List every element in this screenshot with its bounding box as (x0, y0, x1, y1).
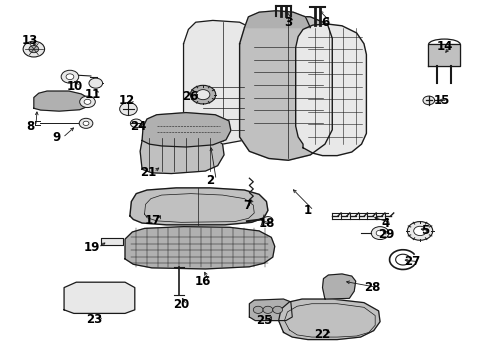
Text: 6: 6 (320, 16, 328, 29)
Polygon shape (140, 132, 224, 174)
Text: 20: 20 (173, 298, 189, 311)
Polygon shape (34, 91, 89, 111)
Text: 19: 19 (84, 241, 101, 254)
Circle shape (196, 90, 209, 100)
Circle shape (407, 222, 432, 240)
Text: 10: 10 (66, 80, 83, 93)
Circle shape (66, 74, 74, 80)
Text: 22: 22 (314, 328, 330, 341)
Circle shape (23, 41, 44, 57)
Text: 3: 3 (284, 16, 292, 29)
Circle shape (422, 96, 434, 105)
Circle shape (83, 121, 89, 126)
Circle shape (272, 306, 282, 314)
Polygon shape (278, 299, 379, 339)
Circle shape (190, 85, 215, 104)
Circle shape (29, 45, 39, 53)
Circle shape (253, 306, 263, 314)
Circle shape (120, 103, 137, 116)
Text: 18: 18 (258, 217, 274, 230)
Polygon shape (142, 113, 230, 147)
Circle shape (79, 118, 93, 129)
Text: 17: 17 (144, 214, 161, 227)
Text: 29: 29 (377, 228, 393, 241)
Circle shape (413, 226, 426, 235)
Text: 23: 23 (86, 312, 102, 326)
Text: 25: 25 (255, 314, 272, 327)
Polygon shape (130, 188, 267, 225)
Polygon shape (322, 274, 355, 299)
Text: 4: 4 (381, 216, 389, 230)
Circle shape (263, 306, 272, 314)
Text: 13: 13 (22, 34, 38, 48)
Polygon shape (101, 238, 122, 244)
Polygon shape (239, 16, 331, 160)
Text: 7: 7 (243, 199, 250, 212)
Polygon shape (183, 21, 259, 144)
Circle shape (61, 70, 79, 83)
Text: 2: 2 (206, 174, 214, 186)
Circle shape (375, 230, 383, 236)
Text: 28: 28 (364, 281, 380, 294)
Circle shape (130, 119, 142, 128)
Text: 14: 14 (435, 40, 452, 53)
Text: 12: 12 (118, 94, 134, 107)
Circle shape (89, 78, 102, 88)
Polygon shape (244, 11, 310, 28)
Polygon shape (64, 282, 135, 314)
Polygon shape (427, 44, 459, 66)
Text: 15: 15 (433, 94, 449, 107)
Text: 8: 8 (26, 120, 34, 133)
Text: 9: 9 (53, 131, 61, 144)
Polygon shape (249, 299, 292, 320)
Circle shape (370, 226, 388, 239)
Text: 24: 24 (130, 121, 146, 134)
Circle shape (263, 217, 272, 224)
Text: 1: 1 (303, 204, 311, 217)
Text: 16: 16 (194, 275, 211, 288)
Polygon shape (295, 24, 366, 156)
Text: 27: 27 (404, 255, 420, 268)
Circle shape (84, 99, 91, 104)
Circle shape (80, 96, 95, 108)
Text: 21: 21 (140, 166, 156, 179)
Polygon shape (125, 226, 274, 269)
Text: 11: 11 (84, 88, 101, 101)
Text: 26: 26 (182, 90, 198, 103)
Text: 5: 5 (420, 224, 428, 238)
